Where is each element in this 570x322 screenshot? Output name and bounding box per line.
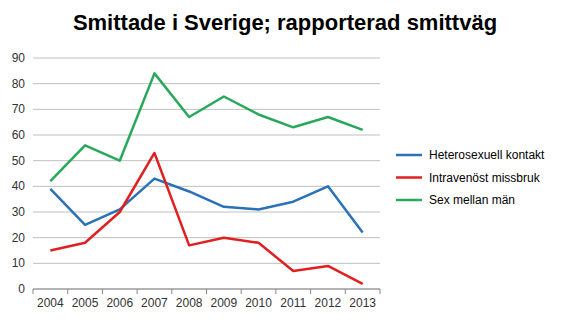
legend-label: Sex mellan män [429,193,515,207]
title: Smittade i Sverige; rapporterad smittväg [73,10,497,35]
x-tick [345,289,346,294]
series-line [50,153,362,284]
x-tick [275,289,276,294]
x-tick-label: 2011 [280,296,306,310]
x-tick [241,289,242,294]
y-tick-label: 50 [12,154,26,168]
grid-line [33,237,380,238]
x-tick-label: 2004 [37,296,64,310]
x-tick-label: 2009 [210,296,237,310]
y-tick-label: 80 [12,77,26,91]
legend-label: Intravenöst missbruk [429,171,541,185]
y-tick-label: 90 [12,51,26,65]
grid-line [33,83,380,84]
x-tick-label: 2005 [72,296,99,310]
grid-line [33,212,380,213]
legend-swatch [396,176,422,179]
x-tick-label: 2013 [349,296,376,310]
y-tick-label: 60 [12,128,26,142]
x-tick-label: 2007 [141,296,168,310]
grid-line [33,160,380,161]
x-tick-label: 2008 [176,296,203,310]
y-tick-label: 70 [12,102,26,116]
x-tick [102,289,103,294]
y-tick-label: 20 [12,231,26,245]
x-tick [206,289,207,294]
chart-container: Smittade i Sverige; rapporterad smittväg… [0,0,570,322]
series-line [50,73,362,181]
grid-line [33,58,380,59]
y-tick-label: 10 [12,256,26,270]
x-tick [137,289,138,294]
grid-line [33,263,380,264]
x-tick-label: 2006 [106,296,133,310]
chart-svg: Smittade i Sverige; rapporterad smittväg… [0,0,570,322]
legend-swatch [396,199,422,202]
series-line [50,179,362,233]
y-tick-label: 30 [12,205,26,219]
x-tick [380,289,381,294]
y-tick-label: 0 [18,282,25,296]
x-tick [33,289,34,294]
x-tick [310,289,311,294]
grid-line [33,109,380,110]
x-tick-label: 2010 [245,296,272,310]
y-tick-label: 40 [12,179,26,193]
grid-line [33,135,380,136]
x-tick [171,289,172,294]
x-tick-label: 2012 [315,296,342,310]
x-tick [67,289,68,294]
plot-area [50,73,362,283]
legend-swatch [396,154,422,157]
legend-label: Heterosexuell kontakt [429,148,545,162]
